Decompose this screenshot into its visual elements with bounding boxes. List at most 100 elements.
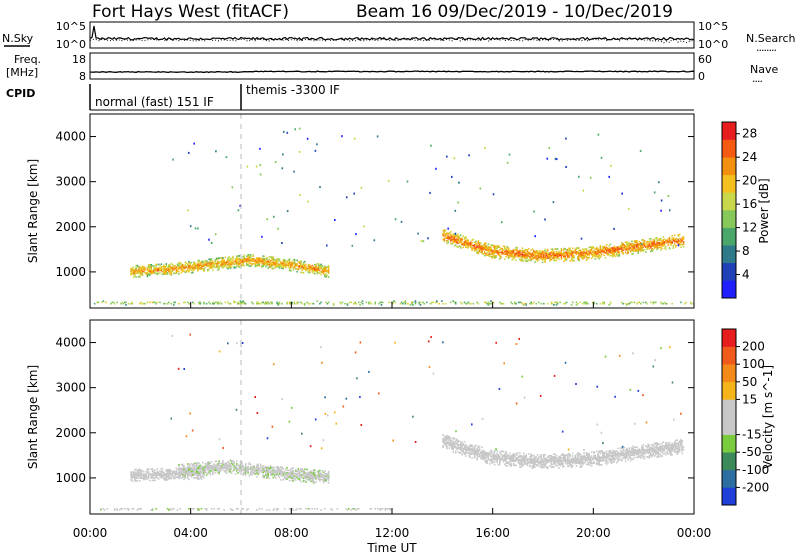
velocity-cell xyxy=(259,472,261,474)
velocity-cell xyxy=(547,466,549,468)
velocity-cell xyxy=(644,455,646,457)
velocity-cell xyxy=(222,460,224,462)
velocity-cell xyxy=(293,468,295,470)
velocity-cell xyxy=(461,454,463,456)
velocity-cell xyxy=(505,451,507,453)
station-title: Fort Hays West (fitACF) xyxy=(92,2,289,22)
power-cell xyxy=(212,270,214,272)
power-cell xyxy=(603,302,605,304)
velocity-cell xyxy=(233,461,235,463)
power-cell xyxy=(193,303,195,305)
power-cell xyxy=(460,234,462,236)
velocity-cell xyxy=(500,453,502,455)
velocity-cell xyxy=(607,462,609,464)
velocity-cell xyxy=(563,466,565,468)
velocity-cell xyxy=(483,450,485,452)
power-cell xyxy=(225,302,227,304)
power-cell xyxy=(211,258,213,260)
y-tick-label: 3000 xyxy=(55,175,86,189)
power-cell xyxy=(544,219,546,221)
power-cell xyxy=(407,303,409,305)
velocity-cell xyxy=(519,452,521,454)
power-cell xyxy=(559,302,561,304)
power-cell xyxy=(690,302,692,304)
power-cell xyxy=(374,239,376,241)
velocity-cell xyxy=(319,470,321,472)
velocity-cell xyxy=(569,454,571,456)
power-cell xyxy=(573,255,575,257)
power-cell xyxy=(358,302,360,304)
power-cell xyxy=(533,250,535,252)
velocity-cell xyxy=(600,453,602,455)
power-cell xyxy=(318,263,320,265)
power-cell xyxy=(445,230,447,232)
power-cell xyxy=(572,302,574,304)
power-cell xyxy=(328,302,330,304)
power-cell xyxy=(509,154,511,156)
power-cell xyxy=(463,235,465,237)
power-cell xyxy=(346,196,348,198)
velocity-cell xyxy=(597,453,599,455)
velocity-cell xyxy=(132,480,134,482)
power-cell xyxy=(678,244,680,246)
power-cell xyxy=(591,258,593,260)
power-cell xyxy=(468,154,470,156)
velocity-cell xyxy=(460,452,462,454)
velocity-cell xyxy=(157,468,159,470)
velocity-cell xyxy=(525,454,527,456)
power-cell xyxy=(650,302,652,304)
velocity-cell xyxy=(471,457,473,459)
velocity-cell xyxy=(645,453,647,455)
velocity-cell xyxy=(279,476,281,478)
velocity-cell xyxy=(455,446,457,448)
power-cell xyxy=(628,208,630,210)
power-cell xyxy=(622,252,624,254)
velocity-cell xyxy=(496,453,498,455)
power-cell xyxy=(671,235,673,237)
velocity-cell xyxy=(236,463,238,465)
velocity-cell xyxy=(591,451,593,453)
power-cell xyxy=(450,302,452,304)
velocity-cell xyxy=(611,463,613,465)
power-cell xyxy=(296,263,298,265)
power-cell xyxy=(504,258,506,260)
velocity-cell xyxy=(626,448,628,450)
power-cell xyxy=(290,270,292,272)
power-cell xyxy=(457,202,459,204)
velocity-cell xyxy=(189,464,191,466)
velocity-cell xyxy=(211,461,213,463)
power-cell xyxy=(577,303,579,305)
power-cell xyxy=(631,302,633,304)
velocity-cell xyxy=(459,441,461,443)
power-cell xyxy=(247,166,249,168)
velocity-cell xyxy=(210,473,212,475)
velocity-cell xyxy=(270,465,272,467)
power-cell xyxy=(333,303,335,305)
velocity-cell xyxy=(479,448,481,450)
power-cell xyxy=(495,255,497,257)
power-cell xyxy=(299,128,301,130)
power-cell xyxy=(610,302,612,304)
velocity-cell xyxy=(479,446,481,448)
power-cell xyxy=(210,303,212,305)
velocity-cell xyxy=(572,455,574,457)
power-cell xyxy=(114,303,116,305)
power-cell xyxy=(171,303,173,305)
velocity-cell xyxy=(183,465,185,467)
power-cell xyxy=(432,302,434,304)
velocity-cell xyxy=(490,450,492,452)
velocity-cell xyxy=(188,479,190,481)
velocity-cell xyxy=(572,465,574,467)
power-cell xyxy=(468,239,470,241)
power-cell xyxy=(621,193,623,195)
velocity-cell xyxy=(515,465,517,467)
nave-right-tick-top: 60 xyxy=(698,53,712,66)
power-cell xyxy=(578,176,580,178)
power-cell xyxy=(388,180,390,182)
power-cell xyxy=(658,181,660,183)
velocity-cell xyxy=(249,462,251,464)
power-cell xyxy=(328,265,330,267)
nsearch-legend-dots: ........ xyxy=(756,41,776,54)
power-cell xyxy=(371,303,373,305)
power-cell xyxy=(215,233,217,235)
